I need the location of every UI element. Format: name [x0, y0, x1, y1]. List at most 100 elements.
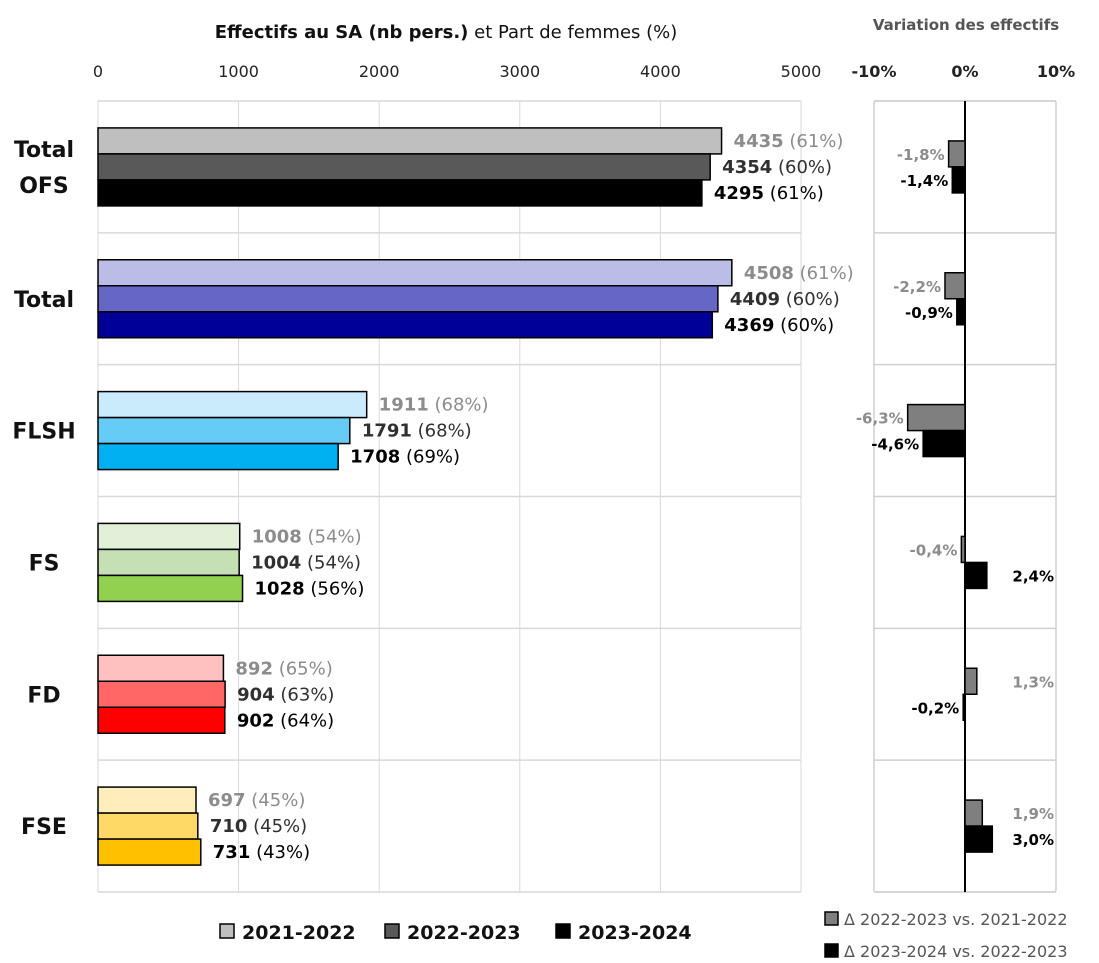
bar	[97, 127, 723, 155]
bar-data-label: 4409 (60%)	[730, 289, 840, 310]
bar	[97, 311, 714, 339]
right-plot-area: -10% 0% 10% -1,8% -1,4% -2,2% -0,9% -6,3% -4,6% -…	[852, 62, 1075, 893]
left-x-tick-label: 1000	[218, 62, 259, 81]
bar-value: 697	[208, 790, 246, 811]
bar-share: (63%)	[275, 684, 335, 705]
bar	[97, 680, 226, 708]
bar-value: 4354	[722, 157, 772, 178]
variation-data-label: 3,0%	[1012, 831, 1054, 849]
left-title-bold: Effectifs au SA (nb pers.)	[215, 22, 469, 43]
bar	[97, 153, 711, 181]
variation-bar	[922, 429, 966, 458]
bar	[97, 706, 226, 734]
bar-value: 1028	[255, 578, 305, 599]
bar-share: (68%)	[412, 421, 472, 442]
bar-data-label: 697 (45%)	[208, 790, 305, 811]
legend-swatch	[384, 923, 400, 939]
bar-share: (61%)	[784, 131, 844, 152]
bar-share: (65%)	[273, 658, 333, 679]
bar-share: (68%)	[429, 395, 489, 416]
legend-label: 2021-2022	[242, 922, 356, 944]
category-label: FSE	[21, 815, 67, 840]
bar-value: 4508	[744, 263, 794, 284]
bar-data-label: 4354 (60%)	[722, 157, 832, 178]
bar-share: (54%)	[302, 526, 362, 547]
bar-share: (61%)	[764, 183, 824, 204]
bar-value: 1791	[362, 421, 412, 442]
bar-data-label: 904 (63%)	[237, 684, 334, 705]
bar-value: 4409	[730, 289, 780, 310]
variation-bar	[906, 403, 966, 432]
category-label: Total	[14, 288, 74, 313]
left-title-rest: et Part de femmes (%)	[468, 22, 677, 43]
bar-value: 4295	[714, 183, 764, 204]
right-x-tick-label: 10%	[1037, 62, 1075, 81]
variation-bar	[944, 272, 966, 300]
bar-share: (43%)	[250, 842, 310, 863]
bar-data-label: 1004 (54%)	[251, 552, 361, 573]
bar	[97, 179, 703, 207]
bar-share: (54%)	[301, 552, 361, 573]
right-x-tick-label: 0%	[951, 62, 978, 81]
bar-share: (45%)	[246, 790, 306, 811]
bar	[97, 285, 719, 313]
bar	[97, 574, 244, 603]
legend-swatch	[555, 923, 571, 939]
bar-data-label: 902 (64%)	[237, 710, 334, 731]
variation-bar	[964, 667, 978, 695]
variation-data-label: -1,8%	[897, 146, 945, 164]
variation-data-label: -0,4%	[910, 541, 958, 559]
left-x-tick-label: 0	[93, 62, 103, 81]
right-chart-title: Variation des effectifs	[873, 16, 1059, 34]
bar-data-label: 4435 (61%)	[734, 131, 844, 152]
legend-label: 2022-2023	[407, 922, 521, 944]
bar-value: 4369	[724, 315, 774, 336]
bar-share: (45%)	[247, 816, 307, 837]
variation-data-label: -4,6%	[871, 436, 919, 454]
legend-swatch	[824, 943, 839, 958]
bar-data-label: 731 (43%)	[213, 842, 310, 863]
bar	[97, 838, 202, 866]
bar-data-label: 4295 (61%)	[714, 183, 824, 204]
category-label: FLSH	[12, 420, 75, 445]
category-label: Total	[14, 138, 74, 163]
bar	[97, 812, 199, 840]
bar-data-label: 1911 (68%)	[379, 395, 489, 416]
right-x-tick-label: -10%	[852, 62, 897, 81]
bar	[97, 522, 241, 551]
variation-bar	[947, 140, 966, 168]
variation-bar	[951, 166, 966, 194]
variation-data-label: 1,3%	[1012, 673, 1054, 691]
variation-bar	[960, 535, 966, 564]
variation-bar	[964, 825, 994, 853]
legend-swatch	[824, 911, 839, 926]
variation-bar	[956, 298, 966, 326]
variation-data-label: -2,2%	[893, 278, 941, 296]
bar	[97, 390, 368, 419]
bar-value: 902	[237, 710, 275, 731]
bar-share: (61%)	[794, 263, 854, 284]
bar	[97, 416, 351, 445]
bar-data-label: 4508 (61%)	[744, 263, 854, 284]
bar-share: (60%)	[772, 157, 832, 178]
left-chart-title: Effectifs au SA (nb pers.) et Part de fe…	[215, 22, 678, 43]
legend-label: Δ 2022-2023 vs. 2021-2022	[844, 910, 1068, 929]
variation-data-label: -0,2%	[911, 699, 959, 717]
bar-value: 892	[235, 658, 273, 679]
variation-data-label: -1,4%	[900, 172, 948, 190]
bar	[97, 654, 225, 682]
bar-value: 4435	[734, 131, 784, 152]
bar-share: (56%)	[305, 578, 365, 599]
left-x-tick-label: 4000	[640, 62, 681, 81]
bar-share: (69%)	[400, 447, 460, 468]
bar-value: 1708	[350, 447, 400, 468]
bar-value: 1008	[252, 526, 302, 547]
bar	[97, 442, 339, 471]
bar	[97, 786, 197, 814]
variation-data-label: -0,9%	[905, 304, 953, 322]
bar-share: (60%)	[780, 289, 840, 310]
bar-value: 904	[237, 684, 275, 705]
bar-value: 731	[213, 842, 251, 863]
